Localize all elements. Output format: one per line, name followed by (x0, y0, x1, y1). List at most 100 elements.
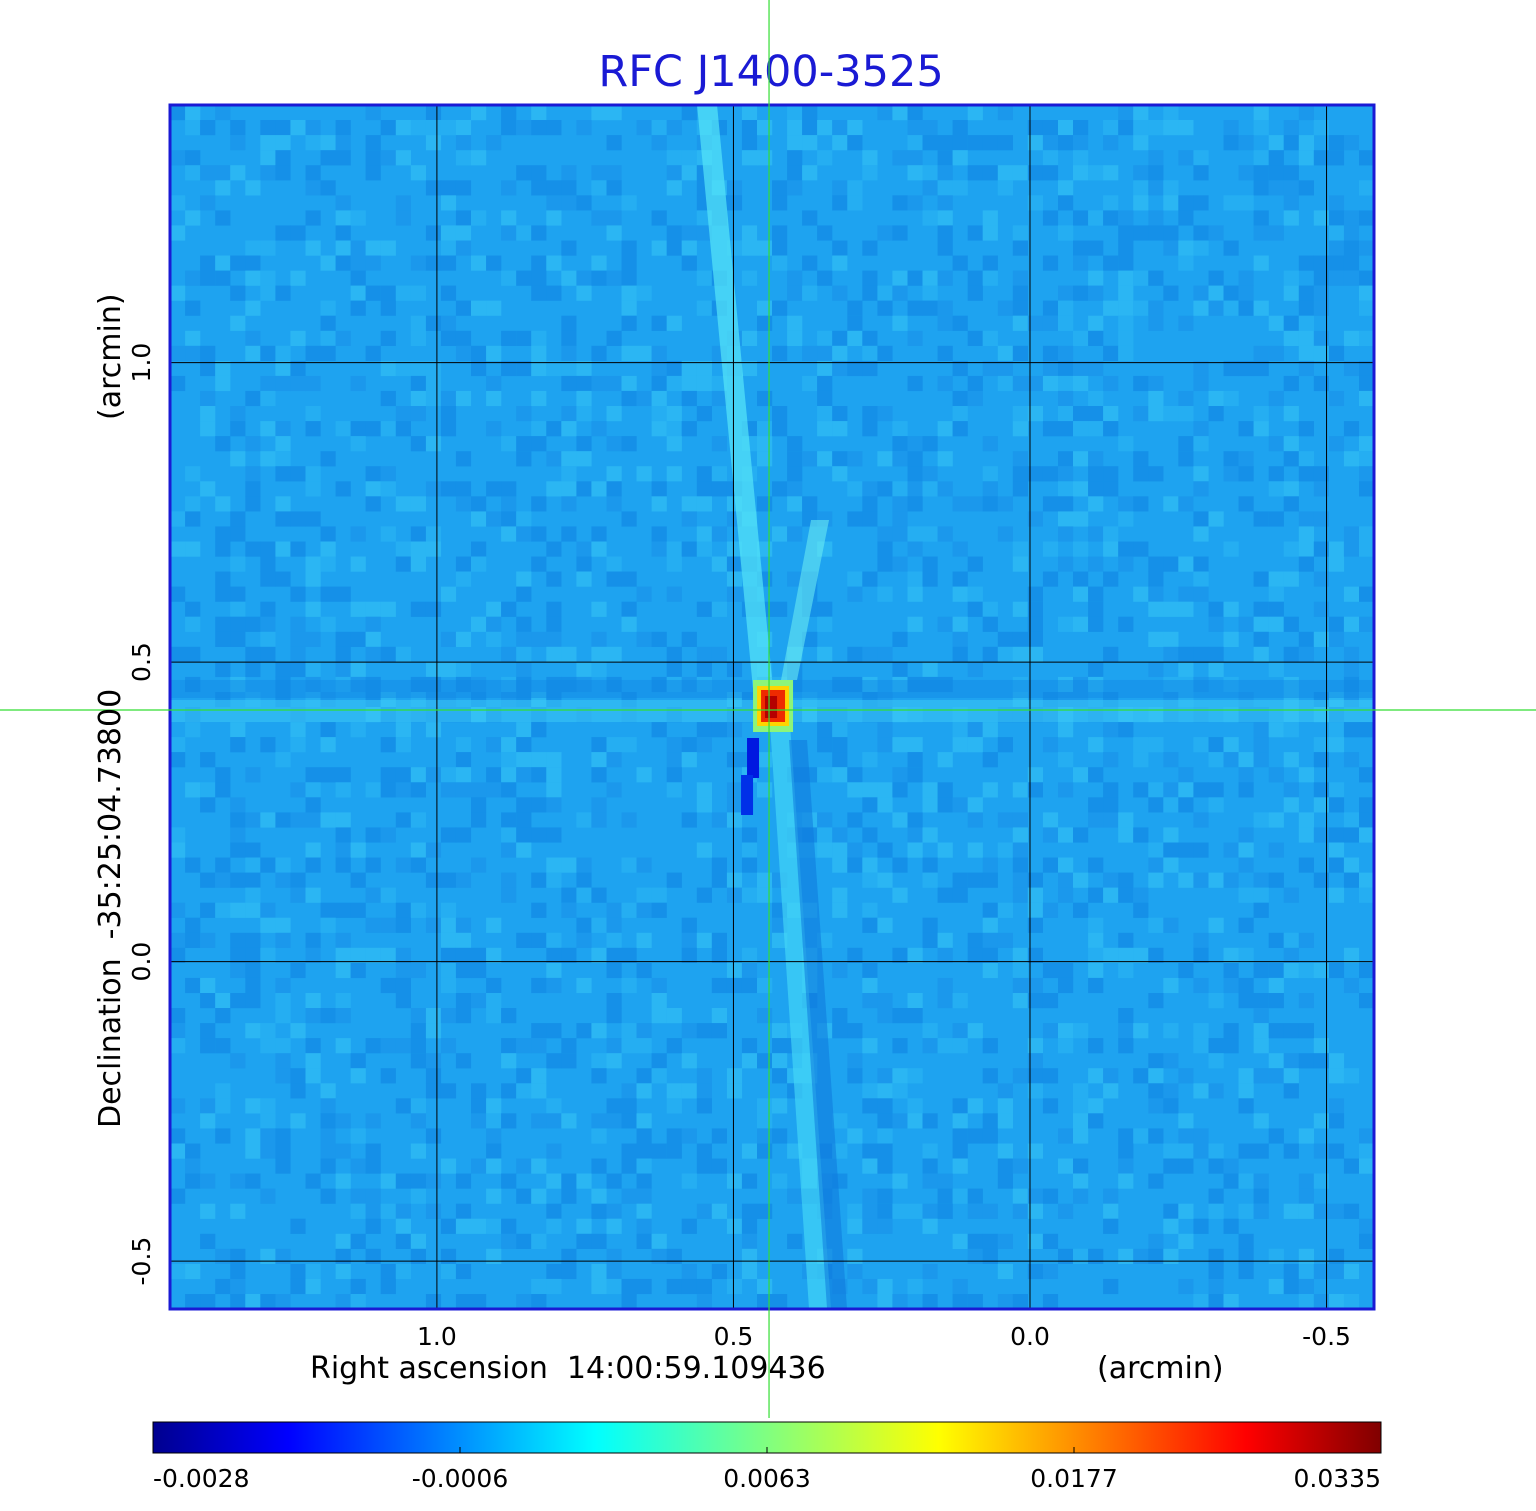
noise-pixel (395, 496, 411, 512)
noise-pixel (1088, 601, 1104, 617)
noise-pixel (832, 406, 848, 422)
noise-pixel (170, 737, 186, 753)
noise-pixel (681, 360, 697, 377)
noise-pixel (410, 541, 426, 557)
noise-pixel (516, 330, 532, 346)
noise-pixel (1027, 1203, 1043, 1219)
noise-pixel (305, 1173, 321, 1189)
noise-pixel (606, 375, 622, 392)
noise-pixel (1238, 135, 1254, 151)
noise-pixel (1253, 962, 1269, 979)
noise-pixel (1283, 1023, 1299, 1039)
noise-pixel (892, 150, 908, 166)
noise-pixel (516, 722, 532, 738)
noise-pixel (1148, 993, 1164, 1009)
noise-pixel (486, 616, 502, 632)
noise-pixel (365, 1248, 381, 1264)
noise-pixel (1223, 1158, 1239, 1174)
noise-pixel (395, 722, 411, 738)
noise-pixel (1163, 917, 1179, 933)
noise-pixel (455, 180, 472, 196)
noise-pixel (516, 842, 532, 858)
noise-pixel (726, 782, 743, 798)
noise-pixel (1073, 1083, 1089, 1099)
noise-pixel (170, 1008, 186, 1024)
noise-pixel (982, 1128, 998, 1144)
noise-pixel (892, 1008, 908, 1024)
noise-pixel (832, 842, 848, 858)
noise-pixel (1148, 1248, 1164, 1264)
noise-pixel (1343, 722, 1360, 738)
noise-pixel (1253, 752, 1269, 768)
noise-pixel (606, 406, 622, 422)
noise-pixel (877, 1008, 893, 1024)
noise-pixel (1027, 872, 1043, 888)
noise-pixel (200, 977, 216, 994)
noise-pixel (621, 857, 637, 873)
noise-pixel (1073, 872, 1089, 888)
noise-pixel (320, 586, 336, 602)
noise-pixel (621, 1278, 637, 1295)
noise-pixel (952, 631, 968, 647)
noise-pixel (425, 1023, 442, 1039)
noise-pixel (1238, 496, 1254, 512)
noise-pixel (591, 887, 607, 903)
noise-pixel (606, 947, 622, 963)
noise-pixel (1283, 676, 1299, 693)
noise-pixel (892, 1203, 908, 1219)
noise-pixel (215, 375, 231, 392)
noise-pixel (1088, 496, 1104, 512)
noise-pixel (1359, 360, 1374, 377)
noise-pixel (425, 1083, 442, 1099)
noise-pixel (606, 752, 622, 768)
noise-pixel (772, 255, 788, 271)
noise-pixel (425, 842, 442, 858)
noise-pixel (440, 180, 457, 196)
noise-pixel (862, 1098, 878, 1114)
noise-pixel (576, 541, 592, 557)
noise-pixel (1268, 390, 1284, 407)
noise-pixel (1058, 616, 1074, 632)
noise-pixel (501, 752, 517, 768)
noise-pixel (516, 1233, 532, 1249)
noise-pixel (666, 1128, 682, 1144)
noise-pixel (275, 857, 291, 873)
noise-pixel (696, 1098, 712, 1114)
noise-pixel (952, 887, 968, 903)
noise-pixel (1298, 285, 1314, 301)
noise-pixel (1208, 390, 1224, 407)
noise-pixel (200, 1294, 216, 1309)
noise-pixel (1298, 541, 1314, 557)
noise-pixel (982, 1068, 998, 1084)
noise-pixel (591, 646, 607, 662)
noise-pixel (591, 1188, 607, 1204)
noise-pixel (395, 285, 411, 301)
noise-pixel (440, 827, 457, 843)
noise-pixel (877, 646, 893, 662)
noise-pixel (1343, 616, 1360, 632)
noise-pixel (982, 1113, 998, 1129)
noise-pixel (1193, 225, 1209, 241)
noise-pixel (1268, 842, 1284, 858)
noise-pixel (741, 857, 758, 873)
noise-pixel (1359, 375, 1374, 392)
noise-pixel (937, 676, 953, 693)
noise-pixel (1042, 1294, 1059, 1309)
noise-pixel (636, 932, 652, 948)
noise-pixel (440, 932, 457, 948)
noise-pixel (1238, 421, 1254, 437)
noise-pixel (1027, 1143, 1043, 1159)
noise-pixel (892, 782, 908, 798)
noise-pixel (561, 1038, 577, 1054)
noise-pixel (1178, 451, 1194, 467)
noise-pixel (290, 375, 306, 392)
noise-pixel (1178, 676, 1194, 693)
noise-pixel (1103, 1278, 1119, 1295)
noise-pixel (1328, 210, 1345, 226)
noise-pixel (1133, 270, 1149, 286)
noise-pixel (1343, 1203, 1360, 1219)
noise-pixel (1253, 571, 1269, 587)
noise-pixel (832, 887, 848, 903)
noise-pixel (335, 993, 351, 1009)
noise-pixel (455, 120, 472, 136)
